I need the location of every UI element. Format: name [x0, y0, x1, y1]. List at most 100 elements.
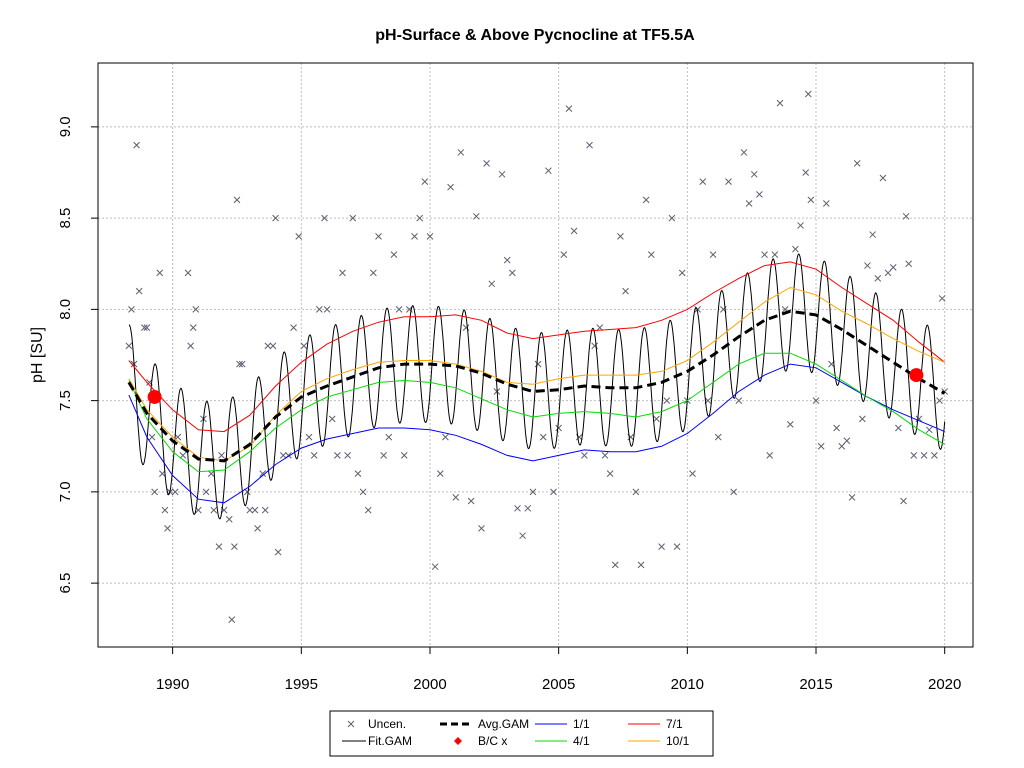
uncensored-point — [647, 251, 655, 258]
uncensored-point — [848, 493, 856, 501]
fit-gam-layer — [128, 253, 946, 520]
uncensored-point — [192, 306, 200, 313]
uncensored-point — [714, 433, 722, 441]
uncensored-point — [207, 470, 215, 477]
uncensored-point — [797, 222, 804, 229]
uncensored-point — [246, 506, 254, 514]
uncensored-point — [364, 506, 372, 514]
uncensored-point — [187, 342, 195, 350]
uncensored-point — [637, 561, 645, 569]
uncensored-point — [231, 543, 238, 550]
uncensored-point — [390, 251, 398, 258]
uncensored-point — [766, 452, 774, 459]
uncensored-point — [658, 543, 665, 550]
uncensored-point — [642, 196, 650, 204]
uncensored-point — [472, 212, 480, 220]
y-tick-label: 7.0 — [57, 481, 74, 502]
uncensored-point — [274, 548, 282, 556]
y-axis: 6.5 7.0 7.5 8.0 8.5 9.0 — [57, 116, 99, 594]
x-tick-label: 2010 — [671, 676, 704, 693]
uncensored-point — [238, 360, 246, 368]
uncensored-point — [555, 424, 563, 432]
uncensored-point — [550, 488, 557, 496]
uncensored-point — [936, 397, 943, 404]
uncensored-point — [233, 196, 241, 204]
legend-label-s1: 1/1 — [573, 717, 590, 731]
uncensored-point — [735, 397, 743, 404]
uncensored-point — [184, 269, 192, 277]
uncensored-point — [601, 452, 609, 459]
x-tick-label: 2015 — [799, 676, 832, 693]
y-tick-label: 7.5 — [57, 390, 74, 411]
uncensored-point — [133, 141, 140, 149]
uncensored-point — [349, 214, 357, 222]
uncensored-point — [786, 420, 794, 428]
uncensored-point — [328, 415, 336, 423]
uncensored-point — [447, 183, 454, 191]
uncensored-point — [421, 178, 429, 185]
uncensored-point — [792, 245, 799, 253]
uncensored-point — [611, 561, 619, 569]
legend-label-bc: B/C x — [478, 734, 507, 748]
uncensored-point — [385, 433, 393, 441]
uncensored-point — [606, 470, 614, 477]
uncensored-point — [668, 214, 676, 222]
uncensored-point — [323, 306, 331, 313]
uncensored-point — [315, 306, 323, 313]
uncensored-point — [359, 488, 367, 496]
uncensored-point — [931, 452, 938, 459]
grid-layer — [98, 63, 973, 647]
uncensored-point — [689, 470, 696, 477]
uncensored-point — [534, 360, 542, 368]
uncensored-point — [151, 488, 158, 496]
uncensored-point — [452, 493, 460, 501]
uncensored-point — [395, 306, 403, 313]
uncensored-point — [874, 274, 882, 282]
uncensored-point — [488, 280, 496, 288]
legend-symbol-uncen — [347, 720, 355, 728]
uncensored-point — [179, 452, 187, 459]
uncensored-point — [807, 196, 815, 204]
uncensored-point — [725, 178, 732, 185]
uncensored-point — [251, 506, 259, 514]
uncensored-point — [161, 506, 169, 514]
uncensored-point — [529, 488, 537, 496]
uncensored-point — [524, 504, 532, 512]
x-tick-label: 2005 — [542, 676, 575, 693]
uncensored-point — [802, 169, 810, 176]
uncensored-point — [632, 488, 640, 496]
uncensored-point — [920, 452, 928, 459]
bc-point — [909, 368, 924, 383]
uncensored-point — [879, 174, 887, 182]
chart-title: pH-Surface & Above Pycnocline at TF5.5A — [375, 27, 695, 44]
uncensored-point — [416, 214, 424, 222]
uncensored-point — [436, 470, 444, 477]
uncensored-point — [910, 452, 918, 459]
legend-label-s4: 4/1 — [573, 734, 590, 748]
avg-gam-line — [127, 309, 946, 463]
uncensored-point — [228, 616, 236, 623]
uncensored-point — [135, 287, 143, 295]
uncensored-point — [853, 160, 861, 167]
y-tick-label: 9.0 — [57, 116, 74, 137]
y-tick-label: 8.0 — [57, 299, 74, 320]
uncensored-point — [148, 433, 156, 441]
uncensored-point — [503, 256, 511, 264]
uncensored-point — [164, 525, 171, 532]
uncensored-point — [581, 452, 588, 459]
legend-box — [329, 710, 714, 757]
series-line-s4 — [128, 352, 945, 473]
uncensored-point — [699, 178, 707, 185]
y-tick-label: 8.5 — [57, 208, 74, 229]
uncensored-point — [261, 506, 269, 514]
series-line-s7 — [128, 261, 946, 433]
uncensored-point — [290, 324, 297, 331]
uncensored-point — [254, 525, 261, 532]
uncensored-point — [843, 437, 851, 445]
uncensored-point — [344, 452, 351, 459]
uncensored-point — [354, 470, 362, 477]
uncensored-point — [622, 287, 629, 295]
uncensored-point — [938, 295, 946, 302]
uncensored-point — [519, 532, 526, 540]
uncensored-point — [864, 262, 871, 269]
